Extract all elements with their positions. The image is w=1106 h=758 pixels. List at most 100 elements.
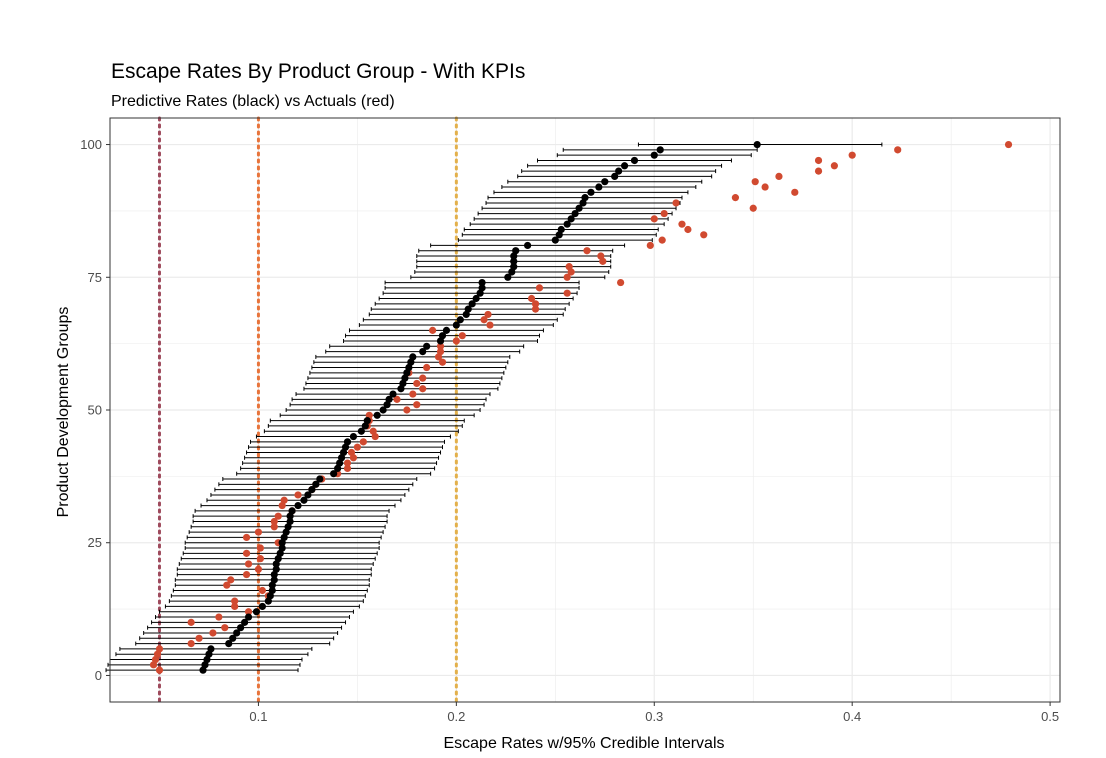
predicted-point	[478, 278, 486, 287]
actual-point	[761, 183, 769, 191]
actual-point	[436, 348, 445, 356]
predicted-point	[563, 220, 571, 228]
actual-point	[195, 634, 203, 642]
actual-point	[563, 289, 571, 297]
predicted-point	[551, 236, 559, 244]
actual-point	[419, 385, 427, 393]
actual-point	[436, 342, 445, 350]
actual-point	[270, 523, 278, 531]
actual-point	[565, 263, 573, 271]
actual-point	[343, 459, 352, 467]
actual-point	[231, 602, 239, 611]
predicted-point	[312, 480, 320, 488]
actual-point	[369, 427, 377, 435]
actual-point	[458, 332, 466, 340]
y-axis-title: Product Development Groups	[55, 307, 72, 518]
predicted-point	[656, 146, 664, 154]
predicted-point	[357, 427, 365, 435]
x-tick-label: 0.3	[645, 709, 663, 724]
predicted-point	[571, 209, 579, 218]
predicted-point	[316, 475, 324, 483]
y-tick-label: 0	[95, 668, 102, 683]
actual-point	[244, 560, 253, 568]
predicted-point	[304, 491, 312, 499]
actual-point	[672, 199, 680, 207]
actual-point	[359, 438, 367, 446]
plot-panel	[105, 116, 1061, 704]
predicted-point	[510, 257, 518, 265]
actual-point	[223, 581, 231, 589]
predicted-point	[385, 395, 393, 403]
predicted-point	[349, 432, 358, 441]
actual-point	[393, 395, 401, 403]
actual-point	[242, 549, 251, 557]
predicted-points	[199, 140, 761, 674]
predicted-point	[207, 645, 215, 653]
predicted-point	[587, 188, 595, 196]
actual-point	[423, 363, 431, 372]
predicted-point	[258, 602, 266, 611]
actual-point	[749, 204, 757, 212]
actual-point	[403, 406, 411, 414]
predicted-point	[237, 624, 245, 632]
actual-point	[700, 231, 708, 239]
actual-point	[242, 533, 251, 542]
actual-point	[419, 374, 427, 382]
x-tick-label: 0.4	[843, 709, 861, 724]
actual-point	[438, 358, 447, 366]
actual-point	[187, 618, 195, 626]
predicted-point	[452, 321, 460, 329]
predicted-point	[330, 470, 338, 478]
predicted-point	[581, 194, 589, 202]
y-tick-label: 25	[88, 535, 102, 550]
actual-point	[215, 613, 223, 621]
actual-point	[848, 151, 856, 159]
predicted-point	[343, 438, 352, 446]
predicted-point	[270, 576, 278, 584]
actual-point	[583, 247, 591, 255]
actual-point	[231, 597, 239, 605]
predicted-point	[620, 162, 629, 170]
actual-point	[155, 666, 164, 674]
predicted-point	[419, 348, 427, 356]
actual-point	[258, 586, 266, 595]
actual-point	[221, 624, 229, 632]
actual-point	[814, 156, 823, 165]
predicted-point	[510, 263, 518, 271]
actual-point	[254, 565, 263, 573]
actual-point	[814, 167, 823, 175]
predicted-point	[389, 390, 397, 398]
predicted-point	[240, 618, 249, 626]
predicted-point	[438, 332, 447, 340]
predicted-point	[268, 586, 276, 595]
predicted-point	[442, 326, 451, 334]
predicted-point	[244, 613, 253, 621]
actual-point	[660, 209, 668, 218]
actual-point	[244, 608, 253, 616]
predicted-point	[601, 178, 609, 186]
predicted-point	[524, 241, 532, 250]
predicted-point	[252, 608, 261, 616]
predicted-point	[753, 140, 761, 149]
predicted-point	[512, 247, 520, 255]
predicted-point	[557, 225, 565, 234]
predicted-point	[272, 565, 280, 573]
x-tick-label: 0.1	[249, 709, 267, 724]
predicted-point	[468, 300, 476, 308]
actual-point	[343, 464, 352, 472]
actual-point	[597, 252, 605, 260]
actual-point	[409, 390, 417, 398]
predicted-point	[650, 151, 658, 159]
predicted-point	[595, 183, 603, 191]
predicted-point	[567, 215, 575, 223]
actual-point	[274, 512, 282, 520]
x-axis: 0.1 0.2 0.3 0.4 0.5	[249, 702, 1059, 724]
predicted-point	[300, 496, 308, 504]
actual-point	[429, 326, 437, 334]
actual-point	[531, 300, 540, 308]
predicted-point	[294, 501, 302, 510]
predicted-point	[308, 486, 316, 494]
chart-title: Escape Rates By Product Group - With KPI…	[111, 60, 525, 83]
predicted-point	[456, 316, 464, 324]
